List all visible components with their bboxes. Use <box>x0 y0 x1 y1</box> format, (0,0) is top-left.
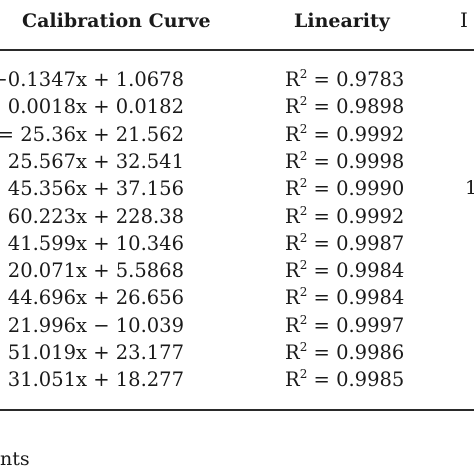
calibration-equation: y = 0.0018x + 0.0182 <box>0 95 184 119</box>
calibration-equation: y = 60.223x + 228.38 <box>0 204 184 228</box>
linearity-value: R2 = 0.9987 <box>285 230 404 257</box>
r-squared-symbol: R <box>285 177 300 201</box>
r-squared-symbol: R <box>285 313 300 337</box>
r-squared-exponent: 2 <box>299 121 308 136</box>
r-squared-symbol: R <box>285 259 300 283</box>
table-bottom-rule <box>0 409 474 411</box>
r-squared-value: = 0.9992 <box>307 204 405 228</box>
table-row: y = 25.567x + 32.541 R2 = 0.9998 <box>0 148 474 175</box>
r-squared-symbol: R <box>285 122 300 146</box>
table-row: y = 0.0018x + 0.0182 R2 = 0.9898 <box>0 93 474 120</box>
r-squared-symbol: R <box>285 368 300 392</box>
r-squared-value: = 0.9898 <box>307 95 405 119</box>
r-squared-value: = 0.9998 <box>307 149 405 173</box>
calibration-equation: y = 31.051x + 18.277 <box>0 368 184 392</box>
r-squared-exponent: 2 <box>299 148 308 163</box>
r-squared-exponent: 2 <box>299 340 308 354</box>
table-row: y = −0.1347x + 1.0678 R2 = 0.9783 <box>0 66 474 93</box>
table-row: y = 21.996x − 10.039 R2 = 0.9997 <box>0 312 474 339</box>
r-squared-symbol: R <box>285 204 300 228</box>
r-squared-value: = 0.9997 <box>307 313 405 337</box>
header-linearity: Linearity <box>294 10 390 32</box>
r-squared-value: = 0.9984 <box>307 259 405 283</box>
r-squared-value: = 0.9783 <box>307 68 405 91</box>
calibration-equation: y = 44.696x + 26.656 <box>0 286 184 310</box>
linearity-value: R2 = 0.9997 <box>285 312 404 339</box>
calibration-equation: y = 21.996x − 10.039 <box>0 313 184 337</box>
header-calibration-curve: Calibration Curve <box>22 10 211 32</box>
linearity-value: R2 = 0.9986 <box>285 339 404 366</box>
r-squared-exponent: 2 <box>299 176 308 191</box>
r-squared-symbol: R <box>285 341 300 364</box>
r-squared-symbol: R <box>285 231 300 255</box>
r-squared-symbol: R <box>285 286 300 310</box>
linearity-value: R2 = 0.9985 <box>285 366 404 393</box>
r-squared-exponent: 2 <box>299 367 308 382</box>
r-squared-symbol: R <box>285 68 300 91</box>
linearity-value: R2 = 0.9992 <box>285 121 404 148</box>
r-squared-value: = 0.9990 <box>307 177 405 201</box>
r-squared-symbol: R <box>285 95 300 119</box>
r-squared-exponent: 2 <box>299 203 308 218</box>
r-squared-value: = 0.9987 <box>307 231 405 255</box>
header-divider <box>0 49 474 51</box>
header-third-column-partial: I <box>460 8 468 32</box>
linearity-value: R2 = 0.9990 <box>285 175 404 202</box>
r-squared-value: = 0.9992 <box>307 122 405 146</box>
calibration-equation: y = 41.599x + 10.346 <box>0 231 184 255</box>
r-squared-value: = 0.9986 <box>307 341 405 364</box>
calibration-equation: y = 25.36x + 21.562 <box>0 122 184 146</box>
linearity-value: R2 = 0.9898 <box>285 93 404 120</box>
table-row: y = 41.599x + 10.346 R2 = 0.9987 <box>0 230 474 257</box>
calibration-equation: y = 45.356x + 37.156 <box>0 177 184 201</box>
third-column-partial-cell: 1 <box>465 177 474 200</box>
r-squared-exponent: 2 <box>299 94 308 109</box>
table-footnote: nts <box>0 448 30 470</box>
r-squared-exponent: 2 <box>299 230 308 245</box>
table-row: y = 20.071x + 5.5868 R2 = 0.9984 <box>0 257 474 284</box>
calibration-equation: y = 20.071x + 5.5868 <box>0 259 184 283</box>
r-squared-exponent: 2 <box>299 67 308 81</box>
r-squared-exponent: 2 <box>299 285 308 300</box>
linearity-value: R2 = 0.9783 <box>285 66 404 93</box>
table-row: y = 51.019x + 23.177 R2 = 0.9986 <box>0 339 474 366</box>
linearity-value: R2 = 0.9984 <box>285 284 404 311</box>
table-row: y = 60.223x + 228.38 R2 = 0.9992 <box>0 203 474 230</box>
calibration-equation: y = 25.567x + 32.541 <box>0 149 184 173</box>
r-squared-value: = 0.9985 <box>307 368 405 392</box>
r-squared-exponent: 2 <box>299 258 308 273</box>
calibration-equation: y = 51.019x + 23.177 <box>0 341 184 364</box>
r-squared-value: = 0.9984 <box>307 286 405 310</box>
r-squared-exponent: 2 <box>299 312 308 327</box>
linearity-value: R2 = 0.9984 <box>285 257 404 284</box>
table-row: y = 31.051x + 18.277 R2 = 0.9985 <box>0 366 474 393</box>
linearity-value: R2 = 0.9998 <box>285 148 404 175</box>
calibration-equation: y = −0.1347x + 1.0678 <box>0 68 184 91</box>
r-squared-symbol: R <box>285 149 300 173</box>
linearity-value: R2 = 0.9992 <box>285 203 404 230</box>
table-row: y = 45.356x + 37.156 R2 = 0.9990 1 <box>0 175 474 202</box>
table-row: y = 44.696x + 26.656 R2 = 0.9984 <box>0 284 474 311</box>
table-row: y = 25.36x + 21.562 R2 = 0.9992 <box>0 121 474 148</box>
